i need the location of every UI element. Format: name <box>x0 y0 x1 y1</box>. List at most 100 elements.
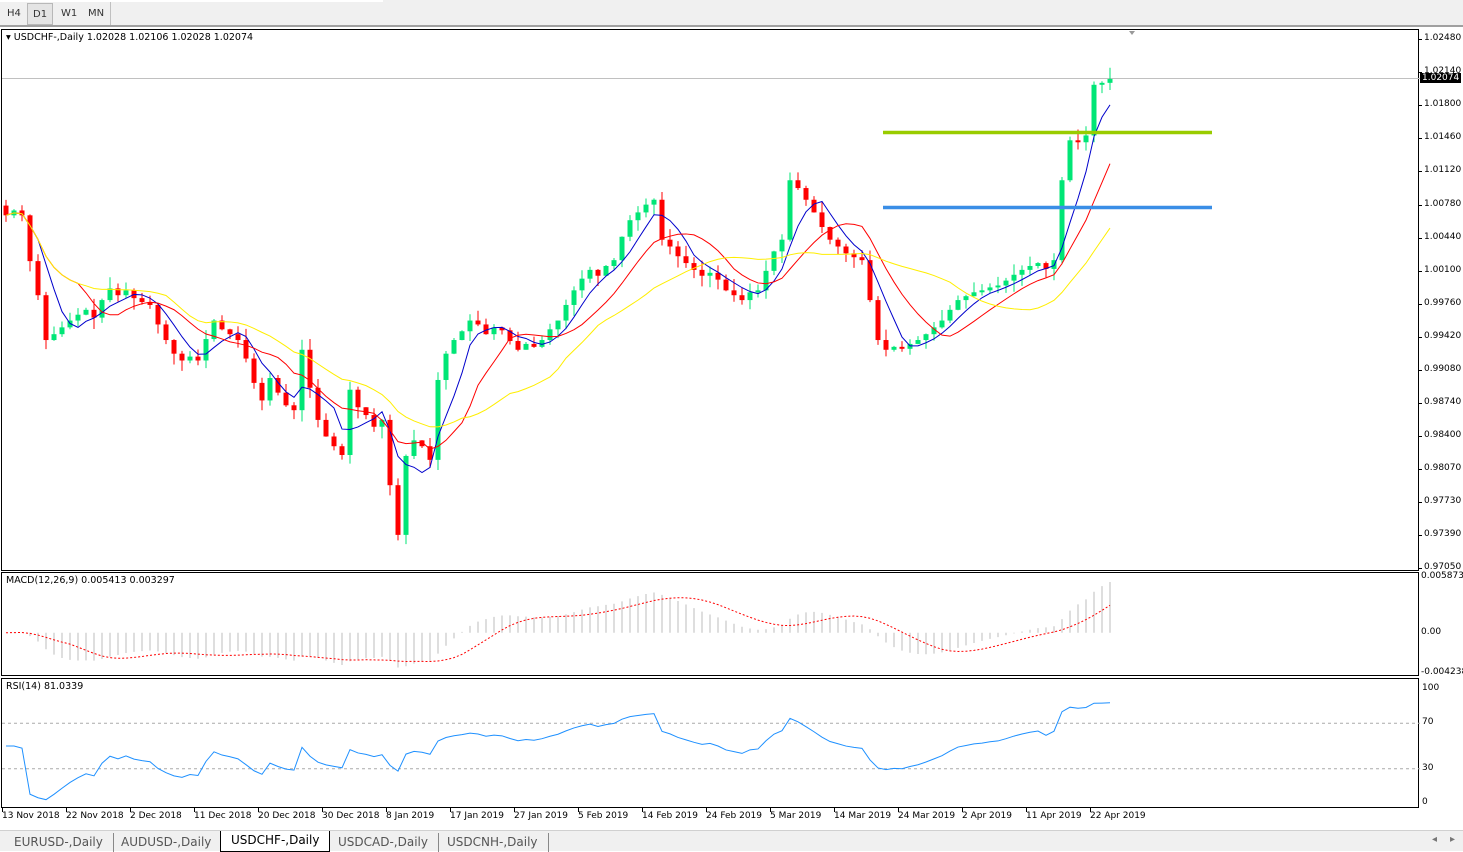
candle-body <box>555 320 561 330</box>
price-tick-label: 1.00100 <box>1424 264 1462 275</box>
candle-body <box>875 300 881 341</box>
price-tick-mark <box>1418 568 1422 569</box>
date-tick-label: 24 Mar 2019 <box>898 811 956 821</box>
date-tick-mark <box>962 808 963 812</box>
price-tick-mark <box>1418 39 1422 40</box>
tab-usdchf[interactable]: USDCHF-,Daily <box>220 831 331 852</box>
candle-body <box>867 260 873 301</box>
price-tick-label: 1.02140 <box>1424 66 1462 77</box>
candle-body <box>83 309 89 315</box>
candle-body <box>899 346 905 349</box>
timeframe-h4[interactable]: H4 <box>7 8 21 19</box>
candle-body <box>355 389 361 408</box>
candle-body <box>411 440 417 456</box>
rsi-tick-label: 100 <box>1422 683 1440 693</box>
candle-body <box>339 446 345 455</box>
candle-body <box>755 290 761 293</box>
candle-body <box>171 340 177 354</box>
date-tick-mark <box>514 808 515 812</box>
price-tick-mark <box>1418 436 1422 438</box>
date-tick-mark <box>386 808 387 812</box>
tab-usdcad[interactable]: USDCAD-,Daily <box>328 833 439 852</box>
candle-body <box>363 407 369 416</box>
candle-body <box>1075 140 1081 143</box>
candle-body <box>195 356 201 361</box>
candle-body <box>1011 274 1017 281</box>
rsi-panel[interactable]: RSI(14) 81.0339 <box>1 678 1420 808</box>
candle-body <box>123 290 129 296</box>
candle-body <box>979 290 985 293</box>
moving-average-line <box>5 212 1111 428</box>
price-tick-mark <box>1418 204 1422 206</box>
candle-body <box>43 295 49 341</box>
tab-audusd[interactable]: AUDUSD-,Daily <box>111 833 223 852</box>
candle-body <box>931 327 937 335</box>
candle-body <box>387 419 393 486</box>
candle-body <box>403 455 409 535</box>
candle-body <box>443 353 449 380</box>
timeframe-w1[interactable]: W1 <box>61 8 78 19</box>
candle-body <box>1059 180 1065 261</box>
rsi-tick-label: 30 <box>1422 762 1434 773</box>
date-tick-label: 11 Apr 2019 <box>1026 811 1082 821</box>
price-tick-label: 1.01800 <box>1424 99 1462 110</box>
rsi-label: RSI(14) 81.0339 <box>6 681 84 692</box>
candle-body <box>275 378 281 393</box>
candle-body <box>955 300 961 310</box>
candle-body <box>675 246 681 257</box>
price-tick-label: 1.01460 <box>1424 132 1462 143</box>
date-tick-mark <box>2 808 3 812</box>
candle-body <box>619 236 625 261</box>
candle-body <box>771 251 777 271</box>
date-tick-mark <box>578 808 579 812</box>
date-tick-mark <box>770 808 771 812</box>
candle-body <box>811 199 817 213</box>
toolbar-separator <box>110 2 111 25</box>
candle-body <box>731 290 737 296</box>
price-tick-mark <box>1418 105 1422 107</box>
candle-body <box>891 346 897 350</box>
candle-body <box>515 341 521 350</box>
timeframe-mn[interactable]: MN <box>88 8 105 19</box>
scroll-left-icon[interactable]: ◂ <box>1432 834 1438 845</box>
candle-body <box>235 334 241 341</box>
price-chart-panel[interactable]: ▾ USDCHF-,Daily 1.02028 1.02106 1.02028 … <box>1 29 1420 571</box>
macd-panel[interactable]: MACD(12,26,9) 0.005413 0.003297 <box>1 572 1419 676</box>
candle-body <box>707 272 713 276</box>
timeframe-d1[interactable]: D1 <box>27 3 54 25</box>
candle-body <box>595 269 601 276</box>
date-tick-mark <box>1090 808 1091 812</box>
scroll-right-icon[interactable]: ▸ <box>1450 834 1456 845</box>
date-tick-mark <box>834 808 835 812</box>
candle-body <box>155 304 161 325</box>
candle-body <box>219 320 225 330</box>
candle-body <box>107 288 113 301</box>
chart-shift-marker-icon <box>1129 31 1135 35</box>
candle-body <box>475 320 481 325</box>
candle-body <box>315 387 321 420</box>
date-tick-label: 22 Nov 2018 <box>66 811 124 821</box>
price-tick-label: 0.99760 <box>1424 297 1462 308</box>
price-tick-label: 0.98740 <box>1424 397 1462 408</box>
candle-body <box>739 295 745 301</box>
macd-tick-label: -0.004238 <box>1421 667 1463 677</box>
candle-body <box>267 378 273 401</box>
tab-usdcnh[interactable]: USDCNH-,Daily <box>437 833 549 852</box>
candle-body <box>859 257 865 261</box>
candle-body <box>211 320 217 340</box>
date-tick-mark <box>66 808 67 812</box>
candle-body <box>491 327 497 335</box>
candle-body <box>643 204 649 213</box>
rsi-tick-label: 0 <box>1422 797 1428 807</box>
candle-body <box>347 389 353 455</box>
candle-body <box>627 220 633 237</box>
candle-body <box>843 246 849 254</box>
candle-body <box>59 327 65 335</box>
candle-body <box>1107 78 1113 83</box>
candle-body <box>667 239 673 247</box>
date-tick-mark <box>642 808 643 812</box>
candle-body <box>203 339 209 361</box>
candle-body <box>683 256 689 264</box>
tab-eurusd[interactable]: EURUSD-,Daily <box>4 833 114 852</box>
candle-body <box>259 382 265 401</box>
